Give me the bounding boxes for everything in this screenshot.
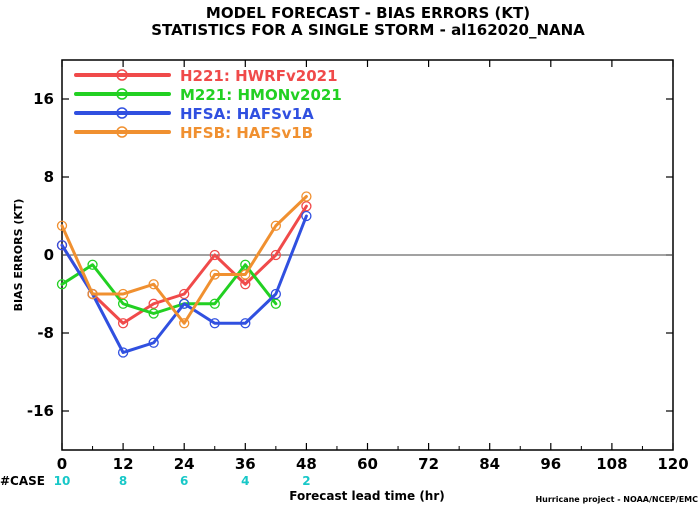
data-point xyxy=(270,249,282,261)
data-point xyxy=(209,318,220,329)
data-point xyxy=(117,288,129,300)
case-count: 10 xyxy=(54,474,71,488)
data-point xyxy=(301,201,312,212)
data-point xyxy=(148,279,159,290)
case-count: 6 xyxy=(180,474,188,488)
legend-marker xyxy=(116,69,128,81)
x-tick-label: 36 xyxy=(235,455,256,473)
data-point xyxy=(179,288,190,300)
series-line xyxy=(60,195,308,325)
x-tick-label: 48 xyxy=(296,455,317,473)
data-point xyxy=(270,220,282,231)
case-count: 2 xyxy=(302,474,310,488)
series-line xyxy=(60,263,278,315)
x-axis-label: Forecast lead time (hr) xyxy=(289,489,445,503)
legend-marker xyxy=(116,88,128,100)
data-point xyxy=(240,318,251,329)
data-point xyxy=(179,298,190,309)
data-point xyxy=(209,269,220,280)
data-point xyxy=(87,259,98,270)
data-point xyxy=(179,318,190,329)
x-tick-label: 96 xyxy=(540,455,561,473)
data-point xyxy=(240,269,251,280)
series-line xyxy=(60,204,308,325)
legend-entry: H221: HWRFv2021 xyxy=(180,67,338,85)
data-point xyxy=(56,240,68,251)
data-point xyxy=(56,279,68,290)
x-tick-label: 84 xyxy=(479,455,500,473)
data-point xyxy=(117,298,129,309)
y-tick-label: 8 xyxy=(44,168,54,186)
data-point xyxy=(87,288,98,300)
data-point xyxy=(301,191,312,202)
chart-title: MODEL FORECAST - BIAS ERRORS (KT) xyxy=(206,4,530,22)
x-tick-label: 12 xyxy=(113,455,134,473)
data-point xyxy=(148,308,159,319)
data-point xyxy=(301,210,312,222)
case-counts: 10 8 6 4 2 xyxy=(54,474,311,488)
case-label: #CASE xyxy=(0,474,45,488)
data-point xyxy=(117,347,129,358)
y-tick-label: -16 xyxy=(27,402,54,420)
y-tick-label: 16 xyxy=(33,90,54,108)
data-point xyxy=(240,279,251,290)
data-point xyxy=(148,298,159,309)
x-tick-label: 24 xyxy=(174,455,195,473)
y-tick-label: 0 xyxy=(44,246,54,264)
case-count: 4 xyxy=(241,474,249,488)
legend-entry: HFSB: HAFSv1B xyxy=(180,124,313,142)
x-tick-label: 0 xyxy=(57,455,67,473)
x-tick-label: 72 xyxy=(418,455,439,473)
legend-marker xyxy=(116,126,128,138)
axes: 0 12 24 36 48 60 72 84 96 108 120 -16 -8 0 8 16 xyxy=(27,60,689,473)
y-axis-label: BIAS ERRORS (KT) xyxy=(12,199,25,312)
legend-entry: HFSA: HAFSv1A xyxy=(180,105,314,123)
legend-entry: M221: HMONv2021 xyxy=(180,86,342,104)
data-point xyxy=(148,337,159,348)
series-line xyxy=(60,214,308,354)
data-point xyxy=(270,298,282,309)
x-tick-label: 120 xyxy=(657,455,688,473)
legend-marker xyxy=(116,107,128,119)
x-tick-label: 60 xyxy=(357,455,378,473)
data-point xyxy=(209,298,220,309)
case-count: 8 xyxy=(119,474,127,488)
credit-text: Hurricane project - NOAA/NCEP/EMC xyxy=(535,495,698,504)
data-point xyxy=(117,318,129,329)
data-point xyxy=(56,220,68,231)
data-point xyxy=(209,249,220,261)
data-point xyxy=(270,288,282,300)
x-tick-label: 108 xyxy=(596,455,627,473)
y-tick-label: -8 xyxy=(37,324,54,342)
series-lines xyxy=(56,191,312,358)
chart-subtitle: STATISTICS FOR A SINGLE STORM - al162020… xyxy=(151,21,585,39)
